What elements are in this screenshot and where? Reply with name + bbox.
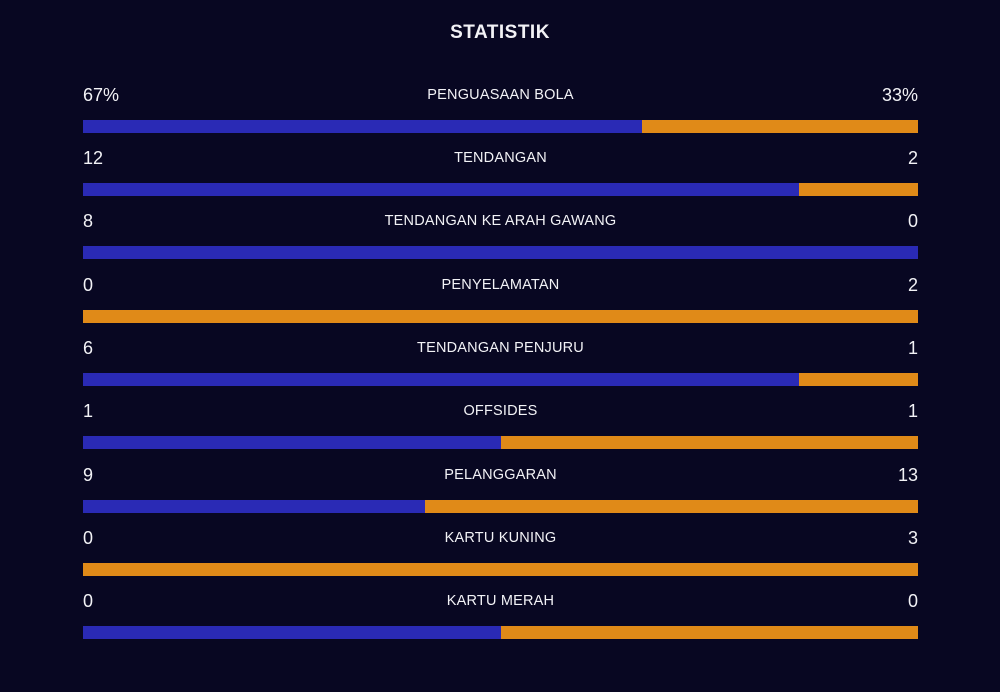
stat-label: TENDANGAN <box>454 150 547 166</box>
away-bar-segment <box>798 183 918 196</box>
away-value: 1 <box>907 401 918 421</box>
away-value: 3 <box>907 528 918 548</box>
away-bar-segment <box>83 310 918 323</box>
stat-row-red-cards: 0 KARTU MERAH 0 <box>83 590 918 640</box>
comparison-bar <box>83 310 918 323</box>
away-bar-segment <box>500 626 918 639</box>
away-value: 2 <box>907 148 918 168</box>
stat-label: TENDANGAN PENJURU <box>417 340 584 356</box>
home-bar-segment <box>83 120 643 133</box>
comparison-bar <box>83 500 918 513</box>
away-bar-segment <box>798 373 918 386</box>
stat-label: PENGUASAAN BOLA <box>427 87 574 103</box>
away-value: 0 <box>907 211 918 231</box>
stat-label: PENYELAMATAN <box>441 277 560 293</box>
stat-label: KARTU KUNING <box>444 530 557 546</box>
stat-row-saves: 0 PENYELAMATAN 2 <box>83 274 918 324</box>
stat-label: KARTU MERAH <box>446 593 555 609</box>
away-bar-segment <box>424 500 918 513</box>
stat-row-yellow-cards: 0 KARTU KUNING 3 <box>83 527 918 577</box>
comparison-bar <box>83 563 918 576</box>
away-value: 13 <box>897 465 918 485</box>
stat-label: OFFSIDES <box>463 403 538 419</box>
home-value: 1 <box>83 401 94 421</box>
stat-row-shots-on-target: 8 TENDANGAN KE ARAH GAWANG 0 <box>83 210 918 260</box>
comparison-bar <box>83 246 918 259</box>
home-bar-segment <box>83 500 425 513</box>
home-bar-segment <box>83 246 918 259</box>
home-bar-segment <box>83 183 799 196</box>
stat-row-possession: 67% PENGUASAAN BOLA 33% <box>83 84 918 134</box>
home-bar-segment <box>83 626 501 639</box>
home-bar-segment <box>83 436 501 449</box>
home-value: 0 <box>83 591 94 611</box>
home-value: 9 <box>83 465 94 485</box>
comparison-bar <box>83 373 918 386</box>
home-bar-segment <box>83 373 799 386</box>
home-value: 0 <box>83 528 94 548</box>
comparison-bar <box>83 120 918 133</box>
away-value: 2 <box>907 275 918 295</box>
away-value: 0 <box>907 591 918 611</box>
comparison-bar <box>83 436 918 449</box>
comparison-bar <box>83 183 918 196</box>
stat-label: TENDANGAN KE ARAH GAWANG <box>384 213 617 229</box>
stat-row-fouls: 9 PELANGGARAN 13 <box>83 464 918 514</box>
stat-row-offsides: 1 OFFSIDES 1 <box>83 400 918 450</box>
comparison-bar <box>83 626 918 639</box>
away-bar-segment <box>642 120 918 133</box>
stat-label: PELANGGARAN <box>444 467 557 483</box>
home-value: 0 <box>83 275 94 295</box>
home-value: 6 <box>83 338 94 358</box>
home-value: 8 <box>83 211 94 231</box>
home-value: 12 <box>83 148 104 168</box>
away-bar-segment <box>500 436 918 449</box>
stat-row-corners: 6 TENDANGAN PENJURU 1 <box>83 337 918 387</box>
away-bar-segment <box>83 563 918 576</box>
stat-row-shots: 12 TENDANGAN 2 <box>83 147 918 197</box>
home-value: 67% <box>83 85 120 105</box>
away-value: 1 <box>907 338 918 358</box>
panel-title: STATISTIK <box>450 22 550 43</box>
away-value: 33% <box>881 85 918 105</box>
